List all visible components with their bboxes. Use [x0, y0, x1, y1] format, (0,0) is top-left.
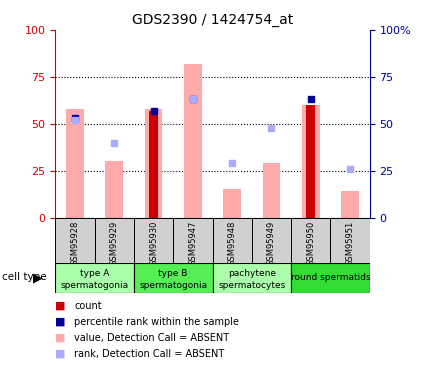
Bar — [173, 217, 212, 262]
Text: value, Detection Call = ABSENT: value, Detection Call = ABSENT — [74, 333, 230, 343]
Text: count: count — [74, 301, 102, 310]
Bar — [302, 105, 320, 218]
Text: GSM95947: GSM95947 — [188, 221, 197, 267]
Text: rank, Detection Call = ABSENT: rank, Detection Call = ABSENT — [74, 349, 225, 359]
Bar — [291, 217, 331, 262]
Text: GDS2390 / 1424754_at: GDS2390 / 1424754_at — [132, 13, 293, 27]
Text: type B: type B — [159, 268, 188, 278]
Text: pachytene: pachytene — [228, 268, 276, 278]
Bar — [55, 262, 134, 292]
Text: spermatogonia: spermatogonia — [139, 280, 207, 290]
Bar — [212, 217, 252, 262]
Text: spermatogonia: spermatogonia — [60, 280, 129, 290]
Bar — [134, 262, 212, 292]
Bar — [134, 217, 173, 262]
Bar — [105, 161, 123, 218]
Text: round spermatids: round spermatids — [291, 273, 370, 282]
Bar — [66, 109, 84, 217]
Text: cell type: cell type — [2, 273, 47, 282]
Text: spermatocytes: spermatocytes — [218, 280, 286, 290]
Text: ■: ■ — [55, 301, 66, 310]
Bar — [184, 64, 202, 217]
Bar — [306, 105, 315, 218]
Text: percentile rank within the sample: percentile rank within the sample — [74, 317, 239, 327]
Bar — [341, 191, 359, 217]
Text: ■: ■ — [55, 317, 66, 327]
Bar — [212, 262, 291, 292]
Bar — [331, 217, 370, 262]
Bar — [149, 111, 158, 218]
Bar — [263, 163, 280, 218]
Text: GSM95951: GSM95951 — [346, 221, 354, 266]
Bar — [55, 217, 94, 262]
Bar — [94, 217, 134, 262]
Text: ▶: ▶ — [34, 271, 43, 284]
Bar — [252, 217, 291, 262]
Text: GSM95930: GSM95930 — [149, 221, 158, 267]
Text: GSM95949: GSM95949 — [267, 221, 276, 266]
Text: GSM95950: GSM95950 — [306, 221, 315, 266]
Text: GSM95948: GSM95948 — [228, 221, 237, 267]
Bar — [291, 262, 370, 292]
Bar — [223, 189, 241, 217]
Text: ■: ■ — [55, 333, 66, 343]
Bar — [144, 109, 162, 217]
Text: ■: ■ — [55, 349, 66, 359]
Text: GSM95928: GSM95928 — [71, 221, 79, 267]
Text: type A: type A — [80, 268, 109, 278]
Text: GSM95929: GSM95929 — [110, 221, 119, 266]
